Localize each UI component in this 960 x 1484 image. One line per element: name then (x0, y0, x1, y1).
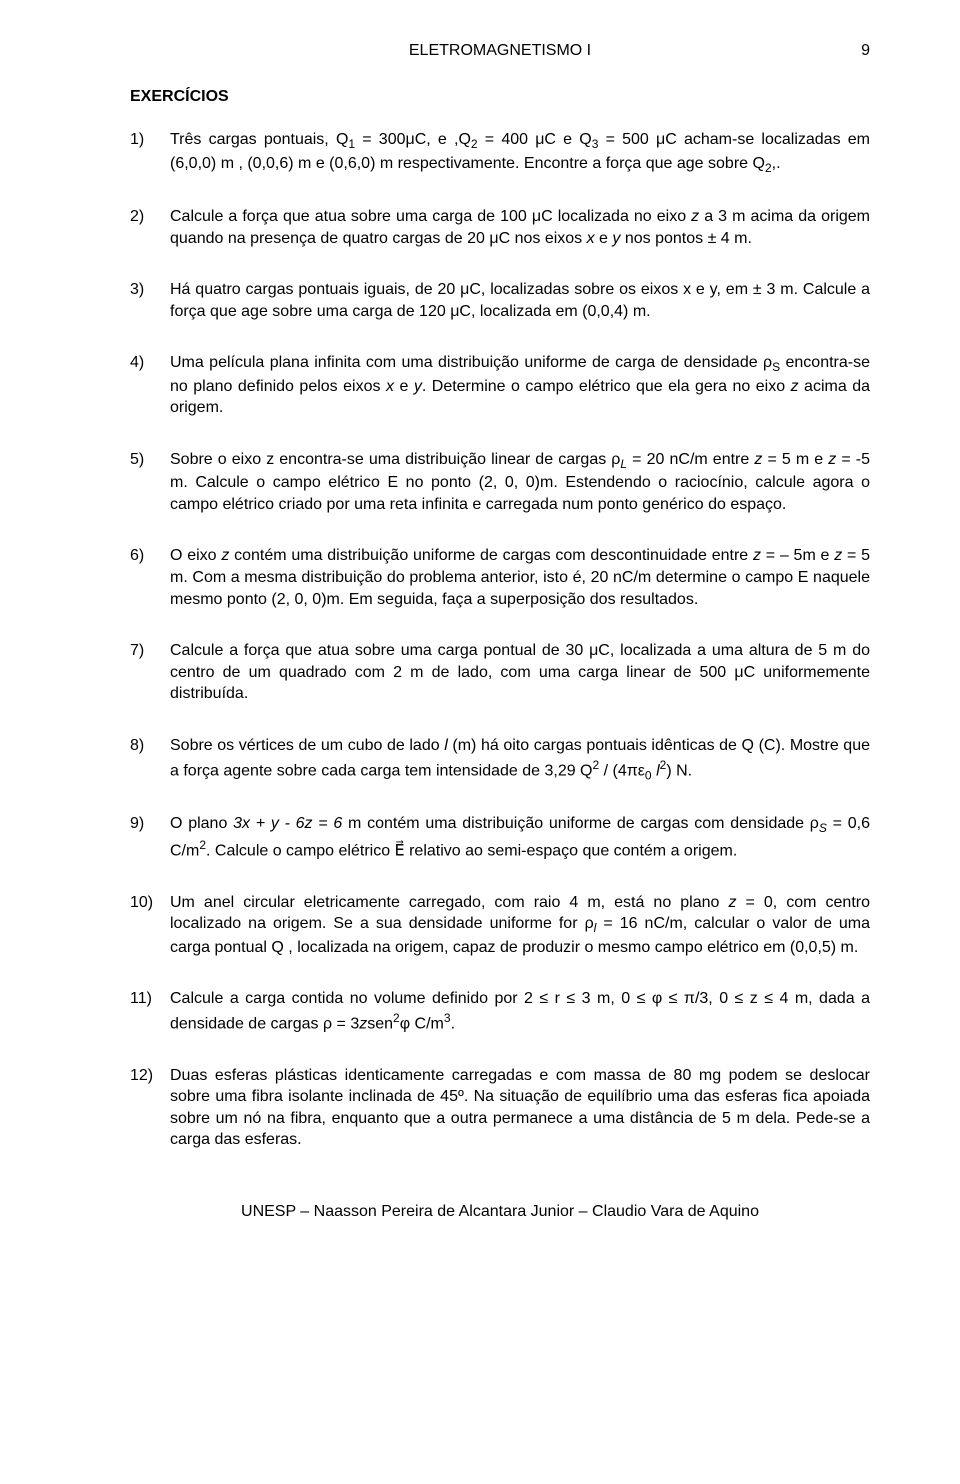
exercise-item: 2)Calcule a força que atua sobre uma car… (130, 206, 870, 249)
exercise-number: 4) (130, 352, 170, 419)
exercise-item: 1)Três cargas pontuais, Q1 = 300μC, e ,Q… (130, 129, 870, 176)
page-header: ELETROMAGNETISMO I 9 (130, 40, 870, 62)
exercise-text: O plano 3x + y - 6z = 6 m contém uma dis… (170, 813, 870, 861)
header-title: ELETROMAGNETISMO I (409, 40, 591, 62)
exercise-text: O eixo z contém uma distribuição uniform… (170, 545, 870, 610)
exercise-text: Há quatro cargas pontuais iguais, de 20 … (170, 279, 870, 322)
exercise-number: 8) (130, 735, 170, 783)
exercise-text: Uma película plana infinita com uma dist… (170, 352, 870, 419)
exercise-item: 7)Calcule a força que atua sobre uma car… (130, 640, 870, 705)
section-title: EXERCÍCIOS (130, 86, 870, 108)
exercise-number: 5) (130, 449, 170, 516)
exercise-item: 3)Há quatro cargas pontuais iguais, de 2… (130, 279, 870, 322)
exercise-number: 3) (130, 279, 170, 322)
exercise-text: Sobre o eixo z encontra-se uma distribui… (170, 449, 870, 516)
exercise-number: 9) (130, 813, 170, 861)
exercise-number: 7) (130, 640, 170, 705)
exercise-number: 1) (130, 129, 170, 176)
exercise-text: Um anel circular eletricamente carregado… (170, 892, 870, 959)
exercise-number: 11) (130, 988, 170, 1035)
exercise-item: 6)O eixo z contém uma distribuição unifo… (130, 545, 870, 610)
exercise-item: 9)O plano 3x + y - 6z = 6 m contém uma d… (130, 813, 870, 861)
exercise-item: 11)Calcule a carga contida no volume def… (130, 988, 870, 1035)
exercise-number: 10) (130, 892, 170, 959)
exercise-item: 5)Sobre o eixo z encontra-se uma distrib… (130, 449, 870, 516)
exercise-number: 2) (130, 206, 170, 249)
exercise-item: 10)Um anel circular eletricamente carreg… (130, 892, 870, 959)
exercise-number: 12) (130, 1065, 170, 1151)
exercise-text: Sobre os vértices de um cubo de lado l (… (170, 735, 870, 783)
exercise-item: 4)Uma película plana infinita com uma di… (130, 352, 870, 419)
exercise-item: 8)Sobre os vértices de um cubo de lado l… (130, 735, 870, 783)
exercise-text: Calcule a carga contida no volume defini… (170, 988, 870, 1035)
exercise-text: Calcule a força que atua sobre uma carga… (170, 640, 870, 705)
page-footer: UNESP – Naasson Pereira de Alcantara Jun… (130, 1201, 870, 1223)
exercise-text: Três cargas pontuais, Q1 = 300μC, e ,Q2 … (170, 129, 870, 176)
exercise-item: 12)Duas esferas plásticas identicamente … (130, 1065, 870, 1151)
exercises-list: 1)Três cargas pontuais, Q1 = 300μC, e ,Q… (130, 129, 870, 1151)
exercise-text: Calcule a força que atua sobre uma carga… (170, 206, 870, 249)
page-number: 9 (861, 40, 870, 62)
exercise-text: Duas esferas plásticas identicamente car… (170, 1065, 870, 1151)
exercise-number: 6) (130, 545, 170, 610)
